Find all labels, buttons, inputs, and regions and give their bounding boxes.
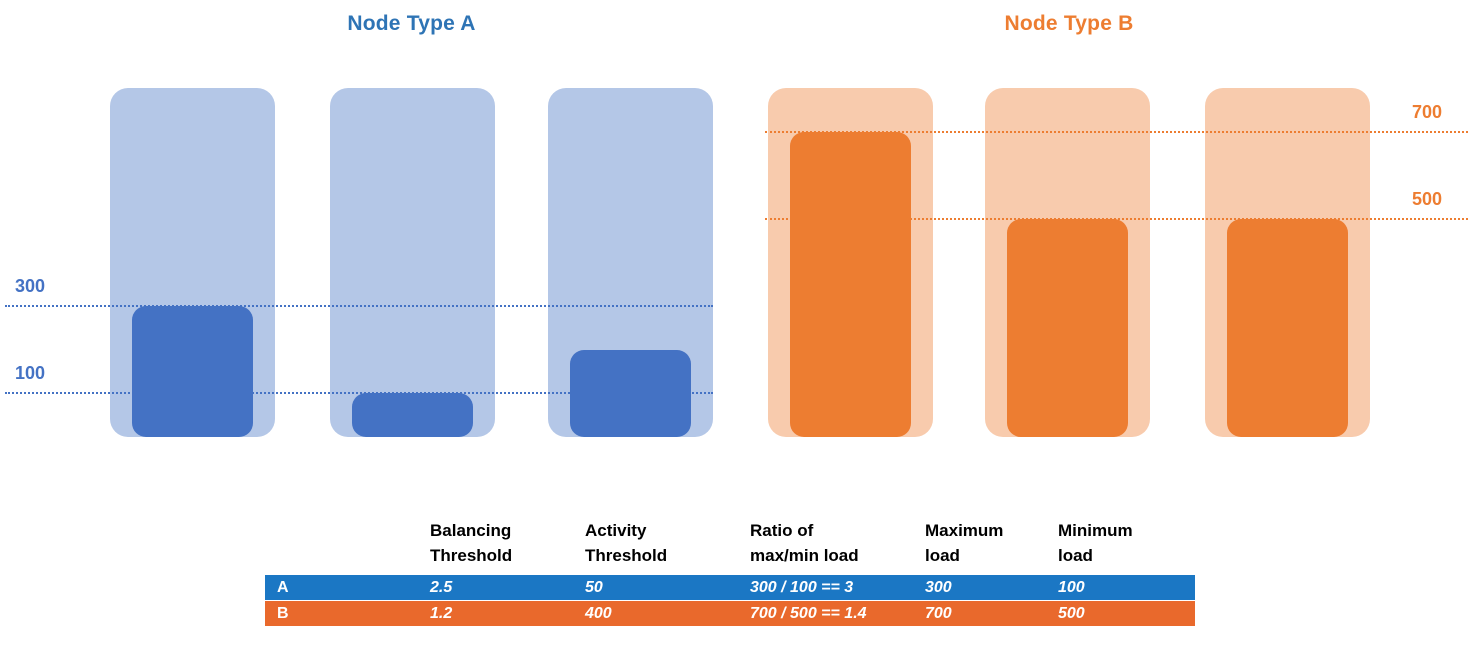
col-header-balancing-threshold: Balancing Threshold: [430, 521, 513, 565]
table-header-row: Balancing Threshold Activity Threshold R…: [265, 518, 1195, 575]
col-header-minimum-load: Minimum load: [1058, 521, 1133, 565]
node-b3-load-bar: [1227, 218, 1348, 437]
node-type-b-title: Node Type B: [1004, 12, 1134, 35]
col-header-ratio-max-min-load: Ratio of max/min load: [750, 521, 859, 565]
row-a-minimum-load: 100: [1058, 578, 1085, 596]
row-b-maximum-load: 700: [925, 604, 952, 622]
ref-line-a-100: [5, 392, 713, 395]
col-header-activity-threshold: Activity Threshold: [585, 521, 668, 565]
col-header-maximum-load: Maximum load: [925, 521, 1004, 565]
node-b1-load-bar: [790, 131, 911, 437]
node-b2-load-bar: [1007, 218, 1128, 437]
node-type-a-title: Node Type A: [347, 12, 476, 35]
summary-table: Balancing Threshold Activity Threshold R…: [265, 518, 1195, 626]
table-row-a: A 2.5 50 300 / 100 == 3 300 100: [265, 575, 1195, 600]
row-b-minimum-load: 500: [1058, 604, 1085, 622]
ref-label-b-700: 700: [1412, 101, 1443, 122]
ref-label-a-300: 300: [15, 276, 46, 297]
row-a-activity-threshold: 50: [585, 578, 603, 596]
table-row-b: B 1.2 400 700 / 500 == 1.4 700 500: [265, 601, 1195, 626]
node-a1-load-bar: [132, 306, 253, 437]
row-a-ratio: 300 / 100 == 3: [750, 578, 854, 596]
ref-label-a-100: 100: [15, 363, 46, 384]
ref-line-b-500: [765, 217, 1468, 220]
ref-label-b-500: 500: [1412, 188, 1443, 209]
ref-line-a-300: [5, 305, 713, 308]
row-b-ratio: 700 / 500 == 1.4: [750, 604, 867, 622]
ref-line-b-700: [765, 130, 1468, 133]
row-b-activity-threshold: 400: [585, 604, 612, 622]
row-a-balancing-threshold: 2.5: [430, 578, 453, 596]
node-a2-load-bar: [352, 393, 473, 437]
row-b-balancing-threshold: 1.2: [430, 604, 453, 622]
row-a-maximum-load: 300: [925, 578, 952, 596]
row-b-label: B: [277, 604, 289, 622]
row-a-label: A: [277, 578, 289, 596]
node-a2-capacity: [330, 88, 495, 437]
